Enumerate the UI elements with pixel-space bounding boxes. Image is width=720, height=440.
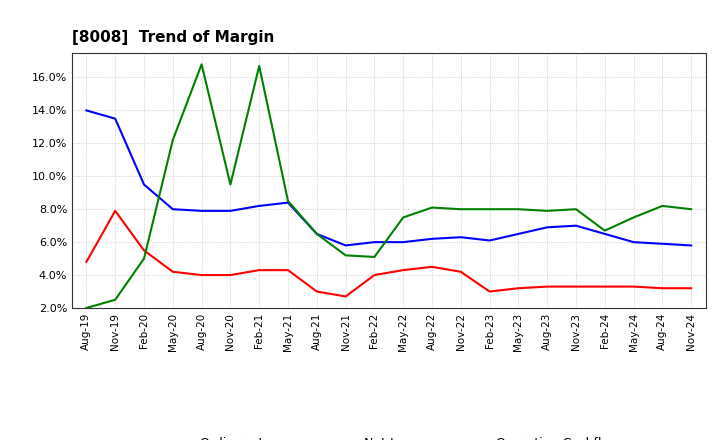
Ordinary Income	[485, 238, 494, 243]
Ordinary Income	[370, 239, 379, 245]
Net Income	[600, 284, 609, 289]
Line: Net Income: Net Income	[86, 211, 691, 297]
Operating Cashflow	[284, 198, 292, 204]
Net Income	[572, 284, 580, 289]
Ordinary Income	[687, 243, 696, 248]
Ordinary Income	[514, 231, 523, 237]
Operating Cashflow	[226, 182, 235, 187]
Operating Cashflow	[514, 206, 523, 212]
Operating Cashflow	[168, 137, 177, 143]
Net Income	[255, 268, 264, 273]
Net Income	[629, 284, 638, 289]
Net Income	[543, 284, 552, 289]
Operating Cashflow	[197, 62, 206, 67]
Operating Cashflow	[629, 215, 638, 220]
Operating Cashflow	[399, 215, 408, 220]
Net Income	[687, 286, 696, 291]
Operating Cashflow	[370, 254, 379, 260]
Ordinary Income	[111, 116, 120, 121]
Ordinary Income	[140, 182, 148, 187]
Ordinary Income	[284, 200, 292, 205]
Operating Cashflow	[600, 228, 609, 233]
Ordinary Income	[629, 239, 638, 245]
Operating Cashflow	[140, 256, 148, 261]
Ordinary Income	[312, 231, 321, 237]
Net Income	[140, 248, 148, 253]
Ordinary Income	[197, 208, 206, 213]
Ordinary Income	[456, 235, 465, 240]
Operating Cashflow	[485, 206, 494, 212]
Net Income	[514, 286, 523, 291]
Text: [8008]  Trend of Margin: [8008] Trend of Margin	[72, 29, 274, 45]
Net Income	[111, 208, 120, 213]
Net Income	[168, 269, 177, 275]
Operating Cashflow	[428, 205, 436, 210]
Operating Cashflow	[543, 208, 552, 213]
Net Income	[370, 272, 379, 278]
Ordinary Income	[399, 239, 408, 245]
Operating Cashflow	[111, 297, 120, 302]
Net Income	[197, 272, 206, 278]
Net Income	[312, 289, 321, 294]
Ordinary Income	[600, 231, 609, 237]
Ordinary Income	[543, 225, 552, 230]
Net Income	[399, 268, 408, 273]
Operating Cashflow	[687, 206, 696, 212]
Ordinary Income	[226, 208, 235, 213]
Net Income	[456, 269, 465, 275]
Net Income	[82, 259, 91, 264]
Ordinary Income	[82, 108, 91, 113]
Line: Ordinary Income: Ordinary Income	[86, 110, 691, 246]
Operating Cashflow	[572, 206, 580, 212]
Operating Cashflow	[456, 206, 465, 212]
Operating Cashflow	[341, 253, 350, 258]
Net Income	[341, 294, 350, 299]
Ordinary Income	[255, 203, 264, 209]
Net Income	[485, 289, 494, 294]
Operating Cashflow	[82, 305, 91, 311]
Operating Cashflow	[312, 231, 321, 237]
Net Income	[226, 272, 235, 278]
Ordinary Income	[658, 241, 667, 246]
Operating Cashflow	[658, 203, 667, 209]
Net Income	[284, 268, 292, 273]
Ordinary Income	[168, 206, 177, 212]
Net Income	[428, 264, 436, 269]
Line: Operating Cashflow: Operating Cashflow	[86, 64, 691, 308]
Net Income	[658, 286, 667, 291]
Operating Cashflow	[255, 63, 264, 69]
Legend: Ordinary Income, Net Income, Operating Cashflow: Ordinary Income, Net Income, Operating C…	[153, 432, 624, 440]
Ordinary Income	[341, 243, 350, 248]
Ordinary Income	[428, 236, 436, 242]
Ordinary Income	[572, 223, 580, 228]
